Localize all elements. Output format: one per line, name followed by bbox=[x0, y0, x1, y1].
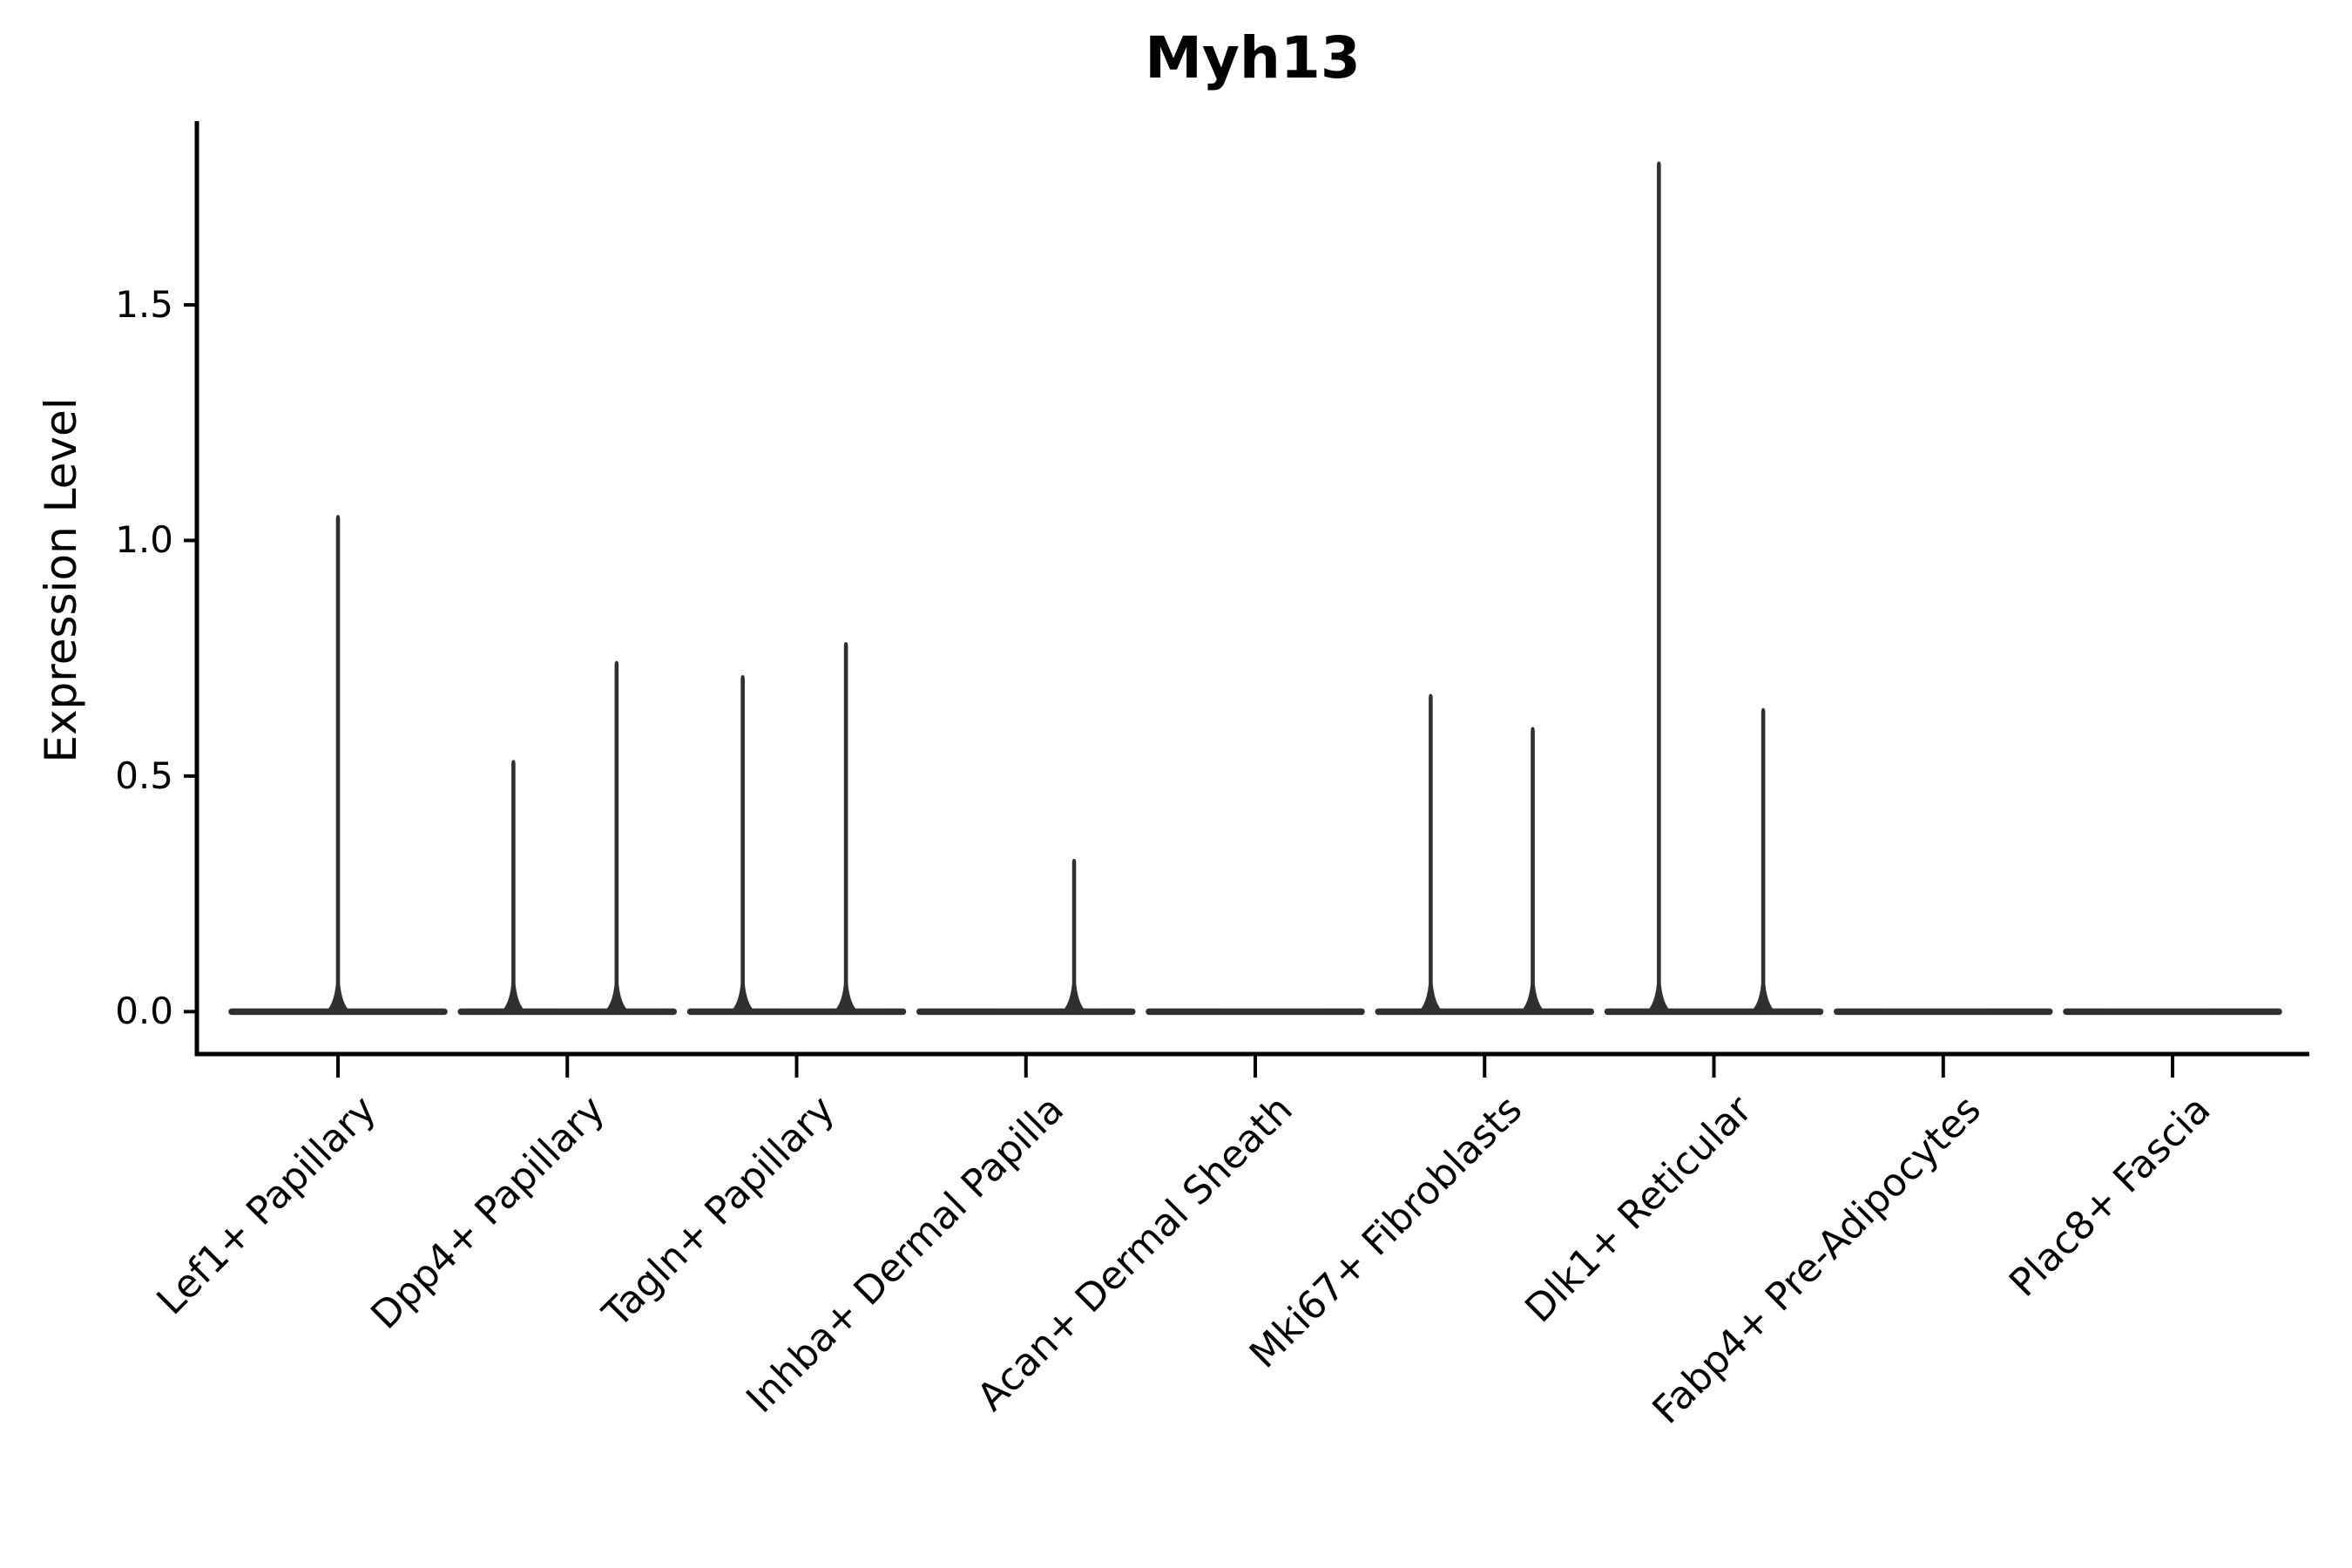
violin-spike bbox=[498, 760, 529, 1014]
violin-spike bbox=[1644, 161, 1674, 1014]
violin-spike bbox=[1059, 858, 1090, 1014]
violin-spike bbox=[1748, 707, 1779, 1014]
y-tick-label: 0.5 bbox=[115, 754, 173, 797]
violin-spike bbox=[831, 642, 862, 1014]
violin-spike bbox=[601, 660, 632, 1014]
chart-title: Myh13 bbox=[1145, 24, 1361, 91]
violin-spike bbox=[1517, 727, 1548, 1014]
violin-spike bbox=[727, 674, 758, 1014]
y-tick-label: 1.0 bbox=[115, 518, 173, 562]
violin-spike bbox=[1416, 693, 1446, 1014]
y-tick-label: 1.5 bbox=[115, 282, 173, 326]
y-tick-label: 0.0 bbox=[115, 990, 173, 1033]
violin-spike bbox=[323, 515, 353, 1014]
